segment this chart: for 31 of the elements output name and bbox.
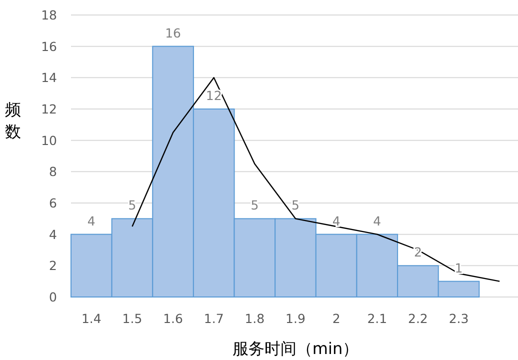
x-tick-label: 1.5 — [122, 311, 142, 326]
x-tick-label: 1.7 — [204, 311, 224, 326]
x-tick-label: 1.8 — [244, 311, 265, 326]
y-tick-label: 18 — [41, 8, 58, 22]
y-tick-label: 16 — [41, 38, 58, 54]
data-label: 5 — [292, 198, 300, 213]
x-axis-title: 服务时间（min） — [232, 339, 359, 358]
y-tick-label: 4 — [49, 226, 58, 242]
x-tick-label: 2.2 — [408, 311, 428, 326]
y-tick-label: 14 — [41, 70, 58, 86]
x-tick-label: 2.3 — [448, 311, 469, 326]
x-tick-label: 1.4 — [81, 311, 102, 326]
data-label: 5 — [128, 198, 136, 213]
data-label: 4 — [332, 213, 340, 228]
data-label: 4 — [373, 213, 382, 228]
y-tick-label: 2 — [49, 258, 57, 274]
data-label: 4 — [87, 213, 96, 228]
y-tick-label: 0 — [49, 290, 58, 304]
x-tick-label: 1.9 — [286, 311, 306, 326]
x-tick-label: 2.1 — [367, 311, 388, 326]
data-label: 1 — [454, 260, 463, 276]
x-tick-label: 2 — [332, 311, 340, 326]
data-label: 5 — [250, 198, 259, 213]
y-tick-label: 8 — [49, 164, 58, 180]
x-tick-label: 1.6 — [163, 311, 184, 326]
y-tick-label: 6 — [49, 196, 58, 210]
y-tick-label: 10 — [41, 132, 58, 148]
y-tick-label: 12 — [41, 102, 57, 116]
data-label: 12 — [206, 88, 222, 103]
y-axis-title: 频数 — [5, 100, 21, 141]
data-label: 16 — [165, 25, 182, 40]
